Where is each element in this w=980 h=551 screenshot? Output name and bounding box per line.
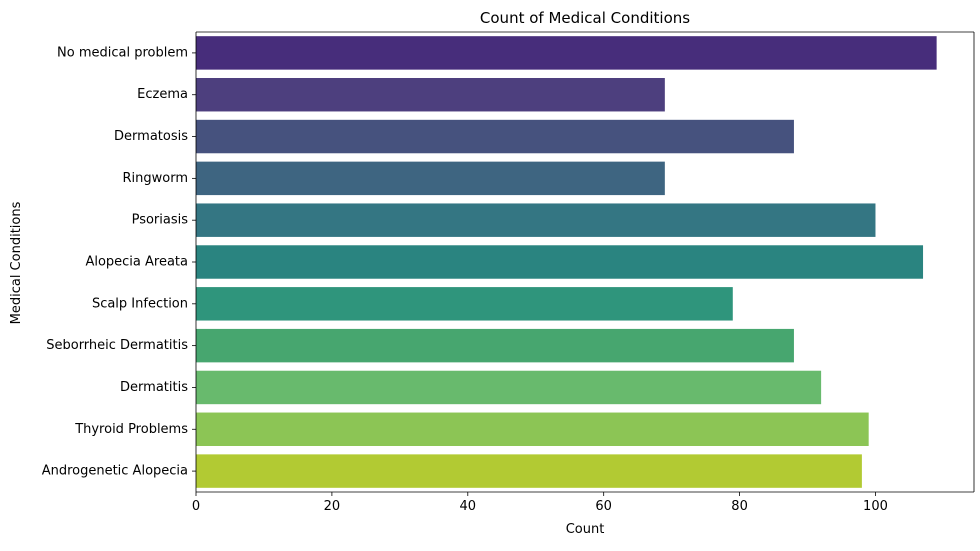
x-tick-label-100: 100 <box>863 499 888 514</box>
bar-scalp-infection <box>196 287 733 321</box>
bar-psoriasis <box>196 203 876 237</box>
bars-group <box>196 36 937 488</box>
bar-no-medical-problem <box>196 36 937 70</box>
x-tick-label-20: 20 <box>324 499 341 514</box>
chart-title: Count of Medical Conditions <box>480 9 690 27</box>
x-axis-ticks: 0 20 40 60 80 100 <box>192 492 888 514</box>
y-tick-label-androgenetic-alopecia: Androgenetic Alopecia <box>42 464 188 479</box>
bar-dermatitis <box>196 370 822 405</box>
x-tick-label-60: 60 <box>595 499 612 514</box>
y-axis-ticks: No medical problem Eczema Dermatosis Ringwo… <box>42 45 196 479</box>
y-axis-label: Medical Conditions <box>9 201 24 324</box>
x-tick-label-80: 80 <box>731 499 748 514</box>
x-tick-label-40: 40 <box>460 499 477 514</box>
bar-ringworm <box>196 161 665 196</box>
bar-seborrheic-dermatitis <box>196 328 794 363</box>
x-tick-label-0: 0 <box>192 499 200 514</box>
bar-alopecia-areata <box>196 245 924 279</box>
y-tick-label-thyroid-problems: Thyroid Problems <box>74 422 188 437</box>
y-tick-label-scalp-infection: Scalp Infection <box>92 296 188 311</box>
y-tick-label-no-medical-problem: No medical problem <box>57 45 188 60</box>
bar-thyroid-problems <box>196 412 869 446</box>
y-tick-label-alopecia-areata: Alopecia Areata <box>85 255 188 270</box>
y-tick-label-seborrheic-dermatitis: Seborrheic Dermatitis <box>46 338 188 353</box>
y-tick-label-eczema: Eczema <box>137 87 188 102</box>
y-tick-label-dermatitis: Dermatitis <box>120 380 188 395</box>
y-tick-label-psoriasis: Psoriasis <box>132 213 189 228</box>
y-tick-label-dermatosis: Dermatosis <box>114 129 188 144</box>
bar-eczema <box>196 78 665 112</box>
x-axis-label: Count <box>566 522 605 537</box>
bar-dermatosis <box>196 119 794 154</box>
bar-androgenetic-alopecia <box>196 454 862 488</box>
y-tick-label-ringworm: Ringworm <box>122 171 188 186</box>
